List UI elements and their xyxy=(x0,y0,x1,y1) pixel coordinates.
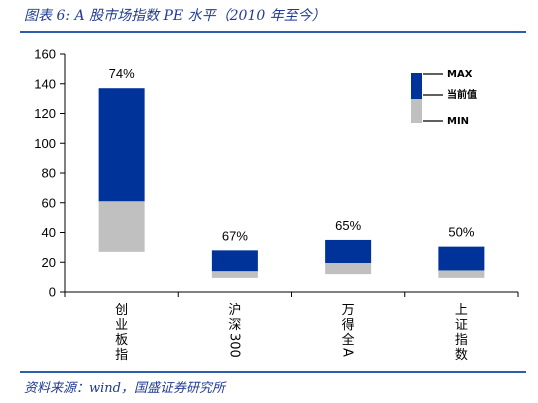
category-char: 数 xyxy=(455,348,468,363)
bar-upper-2 xyxy=(325,239,372,263)
figure-title: 图表 6: A 股市场指数 PE 水平（2010 年至今） xyxy=(24,8,326,24)
title-rule xyxy=(20,31,526,33)
category-char: 得 xyxy=(342,317,355,333)
bar-lower-1 xyxy=(211,271,258,278)
legend-swatch-upper xyxy=(411,73,422,99)
y-tick-label: 0 xyxy=(49,285,56,300)
bar-upper-3 xyxy=(438,246,485,271)
legend-label: MIN xyxy=(447,116,469,127)
y-tick-label: 60 xyxy=(42,195,56,210)
category-char: 深 xyxy=(228,318,241,333)
y-tick-label: 80 xyxy=(42,166,56,181)
category-char: 指 xyxy=(455,333,468,348)
y-tick-label: 160 xyxy=(34,47,56,62)
source-rule xyxy=(20,371,526,373)
y-tick-label: 100 xyxy=(34,136,56,151)
legend-swatch-lower xyxy=(411,99,422,123)
y-tick-label: 120 xyxy=(34,106,56,121)
category-char: 证 xyxy=(455,318,468,333)
legend-label: MAX xyxy=(447,69,473,80)
category-char: 业 xyxy=(115,318,128,333)
y-tick-label: 140 xyxy=(34,76,56,91)
bar-lower-3 xyxy=(438,270,485,278)
legend-label: 当前值 xyxy=(447,88,477,101)
percentile-label: 67% xyxy=(222,228,248,243)
bar-upper-1 xyxy=(211,250,258,272)
category-char: 创 xyxy=(115,303,128,318)
category-char: 上 xyxy=(455,303,468,318)
category-char: 沪 xyxy=(228,302,241,318)
bar-lower-2 xyxy=(325,262,372,275)
category-char: 板 xyxy=(115,333,128,348)
source-note: 资料来源：wind，国盛证券研究所 xyxy=(24,381,225,396)
percentile-label: 74% xyxy=(109,66,135,81)
percentile-label: 50% xyxy=(448,225,474,240)
category-char: 全 xyxy=(342,332,355,348)
category-char: 万 xyxy=(342,303,355,318)
y-tick-label: 40 xyxy=(42,225,56,240)
category-char: 指 xyxy=(115,348,128,363)
category-run: 300 xyxy=(226,333,241,358)
bar-lower-0 xyxy=(98,201,145,252)
y-tick-label: 20 xyxy=(42,255,56,270)
percentile-label: 65% xyxy=(335,218,361,233)
category-run: A xyxy=(340,348,355,357)
bar-upper-0 xyxy=(98,88,145,202)
